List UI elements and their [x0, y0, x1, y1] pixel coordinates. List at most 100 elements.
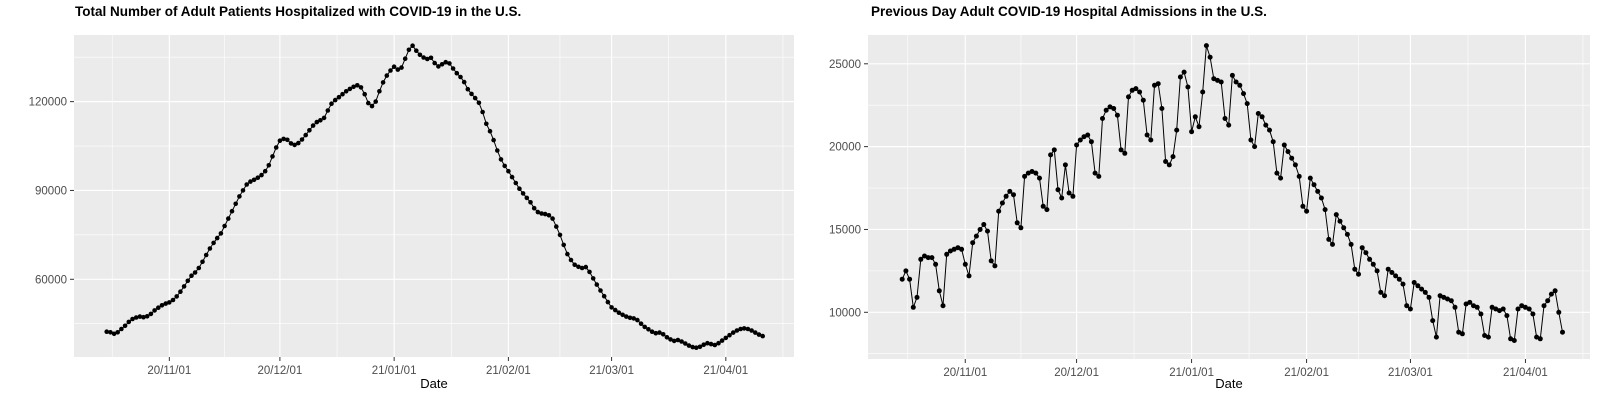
data-point	[539, 211, 544, 216]
data-point	[756, 332, 762, 337]
data-point	[524, 195, 530, 201]
data-point	[1018, 225, 1024, 231]
data-point	[484, 121, 489, 127]
data-point	[1263, 122, 1269, 128]
data-point	[1200, 89, 1206, 95]
data-point	[1055, 187, 1061, 193]
x-axis-tick-label: 21/04/01	[703, 365, 748, 377]
data-point	[318, 118, 323, 123]
data-point	[506, 168, 511, 174]
data-point	[1196, 124, 1202, 130]
data-point	[638, 321, 644, 327]
x-axis-tick-labels: 20/11/01 20/12/01 21/01/01 21/02/01 21/03/01…	[147, 365, 748, 377]
data-point	[1051, 147, 1057, 153]
data-point	[266, 163, 272, 168]
data-points	[899, 43, 1565, 343]
data-point	[226, 216, 231, 221]
right-x-axis-title: Date	[1215, 376, 1243, 391]
data-point	[1556, 309, 1562, 315]
data-point	[1382, 293, 1387, 299]
data-point	[292, 142, 297, 148]
data-point	[1419, 286, 1425, 292]
data-point	[1189, 129, 1195, 135]
data-point	[310, 123, 316, 128]
data-point	[966, 273, 972, 279]
data-point	[1159, 106, 1165, 111]
data-point	[970, 240, 976, 246]
data-point	[1241, 91, 1246, 97]
x-axis-tick-label: 20/11/01	[943, 367, 987, 379]
data-point	[1092, 170, 1098, 176]
data-point	[1448, 298, 1454, 304]
data-point	[635, 317, 640, 323]
data-point	[296, 140, 301, 146]
data-point	[1515, 306, 1521, 312]
data-point	[1029, 169, 1035, 174]
data-point	[1174, 127, 1180, 133]
data-point	[1311, 182, 1317, 188]
data-point	[285, 137, 290, 143]
data-point	[384, 73, 390, 78]
data-point	[999, 200, 1005, 206]
data-point	[152, 308, 157, 313]
data-point	[277, 138, 283, 143]
data-point	[104, 329, 109, 335]
left-x-axis-title: Date	[420, 376, 448, 391]
data-point	[1044, 207, 1050, 213]
data-point	[679, 339, 684, 344]
data-point	[694, 345, 699, 351]
data-point	[1048, 152, 1054, 158]
data-point	[1122, 150, 1128, 156]
data-point	[1430, 318, 1436, 324]
data-point	[1363, 250, 1369, 256]
data-point	[1278, 175, 1284, 181]
data-point	[373, 99, 379, 104]
y-axis-tick-label: 15000	[829, 225, 861, 237]
left-chart-title: Total Number of Adult Patients Hospitali…	[75, 4, 522, 19]
data-point	[686, 343, 692, 348]
data-point	[509, 174, 515, 180]
data-point	[314, 119, 320, 125]
data-point	[653, 330, 659, 336]
y-axis-tick-labels: 10000 15000 20000 25000	[829, 59, 861, 319]
data-point	[1292, 162, 1298, 168]
data-point	[248, 179, 253, 184]
data-point	[366, 100, 371, 106]
data-point	[369, 103, 375, 109]
data-point	[1315, 188, 1321, 194]
data-point	[126, 319, 132, 325]
data-point	[959, 246, 965, 252]
data-point	[988, 258, 994, 264]
data-point	[1248, 137, 1254, 143]
data-point	[1344, 231, 1350, 237]
data-point	[1330, 241, 1335, 247]
data-point	[671, 338, 677, 344]
data-point	[428, 55, 434, 61]
data-point	[447, 61, 452, 66]
data-point	[996, 208, 1002, 214]
data-point	[708, 341, 714, 347]
data-point	[660, 332, 666, 337]
data-point	[395, 67, 401, 72]
data-point	[1203, 43, 1209, 49]
data-point	[992, 263, 998, 269]
data-point	[918, 256, 924, 262]
data-point	[1307, 175, 1313, 181]
data-point	[1341, 225, 1347, 231]
data-point	[362, 91, 368, 97]
data-point	[200, 259, 205, 265]
data-point	[1552, 288, 1558, 294]
data-point	[1270, 139, 1276, 145]
data-point	[399, 65, 404, 70]
data-point	[303, 132, 309, 138]
data-point	[646, 327, 651, 332]
data-point	[1096, 173, 1102, 179]
data-point	[159, 303, 165, 308]
data-point	[443, 59, 449, 65]
data-point	[465, 86, 471, 92]
data-point	[414, 48, 419, 53]
data-point	[925, 255, 931, 261]
data-point	[148, 311, 154, 317]
data-point	[1111, 106, 1117, 111]
data-point	[940, 303, 946, 309]
